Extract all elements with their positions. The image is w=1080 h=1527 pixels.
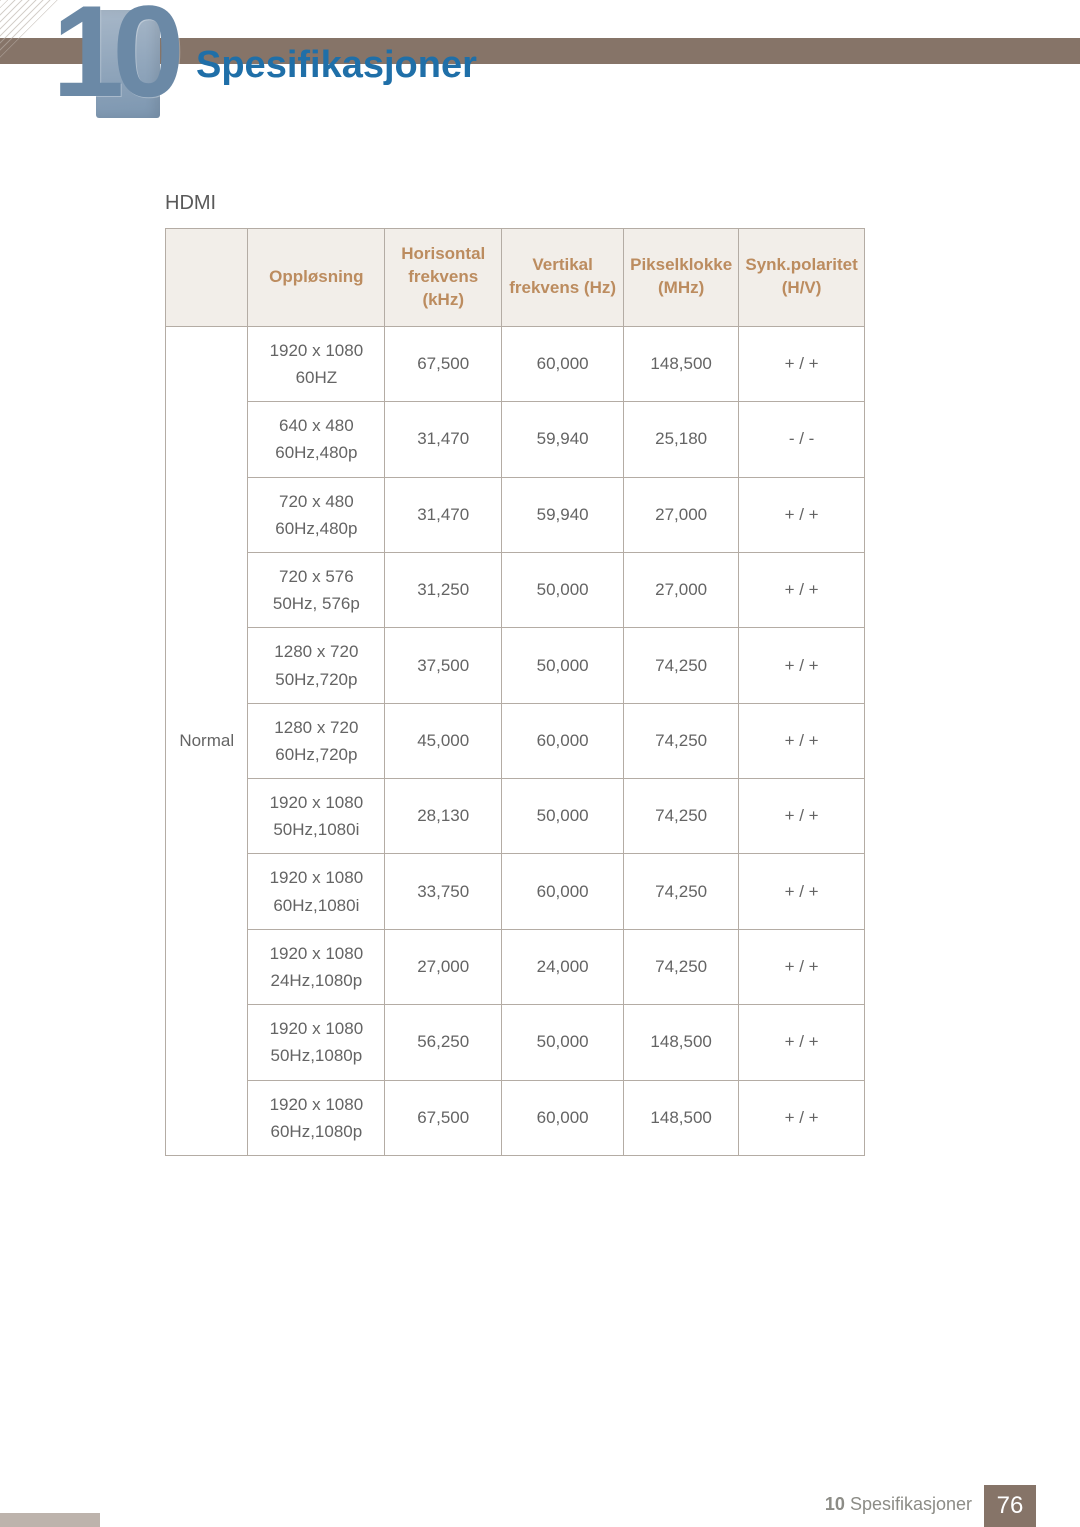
th-hfreq: Horisontal frekvens (kHz) xyxy=(385,229,502,327)
polarity-cell: + / + xyxy=(739,854,865,929)
th-polarity: Synk.polaritet (H/V) xyxy=(739,229,865,327)
spec-table-wrap: Oppløsning Horisontal frekvens (kHz) Ver… xyxy=(165,228,865,1156)
hfreq-cell: 31,470 xyxy=(385,477,502,552)
pixelclock-cell: 74,250 xyxy=(624,628,739,703)
footer-chapter-num: 10 xyxy=(825,1494,845,1514)
category-cell: Normal xyxy=(166,326,248,1155)
resolution-cell: 720 x 48060Hz,480p xyxy=(248,477,385,552)
table-row: 1920 x 108024Hz,1080p27,00024,00074,250+… xyxy=(166,929,865,1004)
pixelclock-cell: 27,000 xyxy=(624,552,739,627)
section-label: HDMI xyxy=(165,192,216,215)
table-row: Normal1920 x 108060HZ67,50060,000148,500… xyxy=(166,326,865,401)
vfreq-cell: 50,000 xyxy=(502,628,624,703)
resolution-cell: 1920 x 108060Hz,1080p xyxy=(248,1080,385,1155)
pixelclock-cell: 74,250 xyxy=(624,703,739,778)
th-pixelclock: Pikselklokke (MHz) xyxy=(624,229,739,327)
resolution-cell: 1920 x 108060Hz,1080i xyxy=(248,854,385,929)
polarity-cell: + / + xyxy=(739,1080,865,1155)
pixelclock-cell: 74,250 xyxy=(624,929,739,1004)
footer-chapter-title: Spesifikasjoner xyxy=(850,1494,972,1514)
table-row: 1920 x 108050Hz,1080p56,25050,000148,500… xyxy=(166,1005,865,1080)
hfreq-cell: 31,250 xyxy=(385,552,502,627)
th-category xyxy=(166,229,248,327)
resolution-cell: 720 x 57650Hz, 576p xyxy=(248,552,385,627)
polarity-cell: + / + xyxy=(739,779,865,854)
resolution-cell: 1920 x 108050Hz,1080p xyxy=(248,1005,385,1080)
chapter-title: Spesifikasjoner xyxy=(196,44,477,87)
polarity-cell: + / + xyxy=(739,929,865,1004)
vfreq-cell: 59,940 xyxy=(502,402,624,477)
resolution-cell: 1920 x 108060HZ xyxy=(248,326,385,401)
pixelclock-cell: 25,180 xyxy=(624,402,739,477)
resolution-cell: 1920 x 108050Hz,1080i xyxy=(248,779,385,854)
polarity-cell: + / + xyxy=(739,703,865,778)
vfreq-cell: 24,000 xyxy=(502,929,624,1004)
vfreq-cell: 60,000 xyxy=(502,703,624,778)
table-row: 1280 x 72050Hz,720p37,50050,00074,250+ /… xyxy=(166,628,865,703)
vfreq-cell: 59,940 xyxy=(502,477,624,552)
resolution-cell: 1920 x 108024Hz,1080p xyxy=(248,929,385,1004)
pixelclock-cell: 148,500 xyxy=(624,326,739,401)
chapter-number: 10 xyxy=(52,0,173,126)
pixelclock-cell: 74,250 xyxy=(624,779,739,854)
hfreq-cell: 67,500 xyxy=(385,326,502,401)
polarity-cell: - / - xyxy=(739,402,865,477)
resolution-cell: 1280 x 72050Hz,720p xyxy=(248,628,385,703)
polarity-cell: + / + xyxy=(739,628,865,703)
hfreq-cell: 27,000 xyxy=(385,929,502,1004)
footer-chapter-ref: 10 Spesifikasjoner xyxy=(825,1494,972,1515)
pixelclock-cell: 74,250 xyxy=(624,854,739,929)
vfreq-cell: 50,000 xyxy=(502,1005,624,1080)
vfreq-cell: 60,000 xyxy=(502,1080,624,1155)
resolution-cell: 640 x 48060Hz,480p xyxy=(248,402,385,477)
th-vfreq: Vertikal frekvens (Hz) xyxy=(502,229,624,327)
resolution-cell: 1280 x 72060Hz,720p xyxy=(248,703,385,778)
hfreq-cell: 31,470 xyxy=(385,402,502,477)
hfreq-cell: 45,000 xyxy=(385,703,502,778)
table-body: Normal1920 x 108060HZ67,50060,000148,500… xyxy=(166,326,865,1155)
polarity-cell: + / + xyxy=(739,1005,865,1080)
table-header-row: Oppløsning Horisontal frekvens (kHz) Ver… xyxy=(166,229,865,327)
polarity-cell: + / + xyxy=(739,552,865,627)
hfreq-cell: 37,500 xyxy=(385,628,502,703)
pixelclock-cell: 27,000 xyxy=(624,477,739,552)
footer-accent-bar xyxy=(0,1513,100,1527)
vfreq-cell: 60,000 xyxy=(502,854,624,929)
table-row: 720 x 57650Hz, 576p31,25050,00027,000+ /… xyxy=(166,552,865,627)
table-row: 1920 x 108060Hz,1080i33,75060,00074,250+… xyxy=(166,854,865,929)
table-row: 720 x 48060Hz,480p31,47059,94027,000+ / … xyxy=(166,477,865,552)
vfreq-cell: 50,000 xyxy=(502,779,624,854)
vfreq-cell: 50,000 xyxy=(502,552,624,627)
hfreq-cell: 28,130 xyxy=(385,779,502,854)
pixelclock-cell: 148,500 xyxy=(624,1080,739,1155)
polarity-cell: + / + xyxy=(739,326,865,401)
hfreq-cell: 67,500 xyxy=(385,1080,502,1155)
table-row: 1920 x 108060Hz,1080p67,50060,000148,500… xyxy=(166,1080,865,1155)
th-resolution: Oppløsning xyxy=(248,229,385,327)
table-row: 1280 x 72060Hz,720p45,00060,00074,250+ /… xyxy=(166,703,865,778)
table-row: 640 x 48060Hz,480p31,47059,94025,180- / … xyxy=(166,402,865,477)
hfreq-cell: 56,250 xyxy=(385,1005,502,1080)
vfreq-cell: 60,000 xyxy=(502,326,624,401)
footer-page-number: 76 xyxy=(984,1485,1036,1527)
table-row: 1920 x 108050Hz,1080i28,13050,00074,250+… xyxy=(166,779,865,854)
footer: 10 Spesifikasjoner 76 xyxy=(0,1485,1080,1527)
hfreq-cell: 33,750 xyxy=(385,854,502,929)
pixelclock-cell: 148,500 xyxy=(624,1005,739,1080)
polarity-cell: + / + xyxy=(739,477,865,552)
spec-table: Oppløsning Horisontal frekvens (kHz) Ver… xyxy=(165,228,865,1156)
